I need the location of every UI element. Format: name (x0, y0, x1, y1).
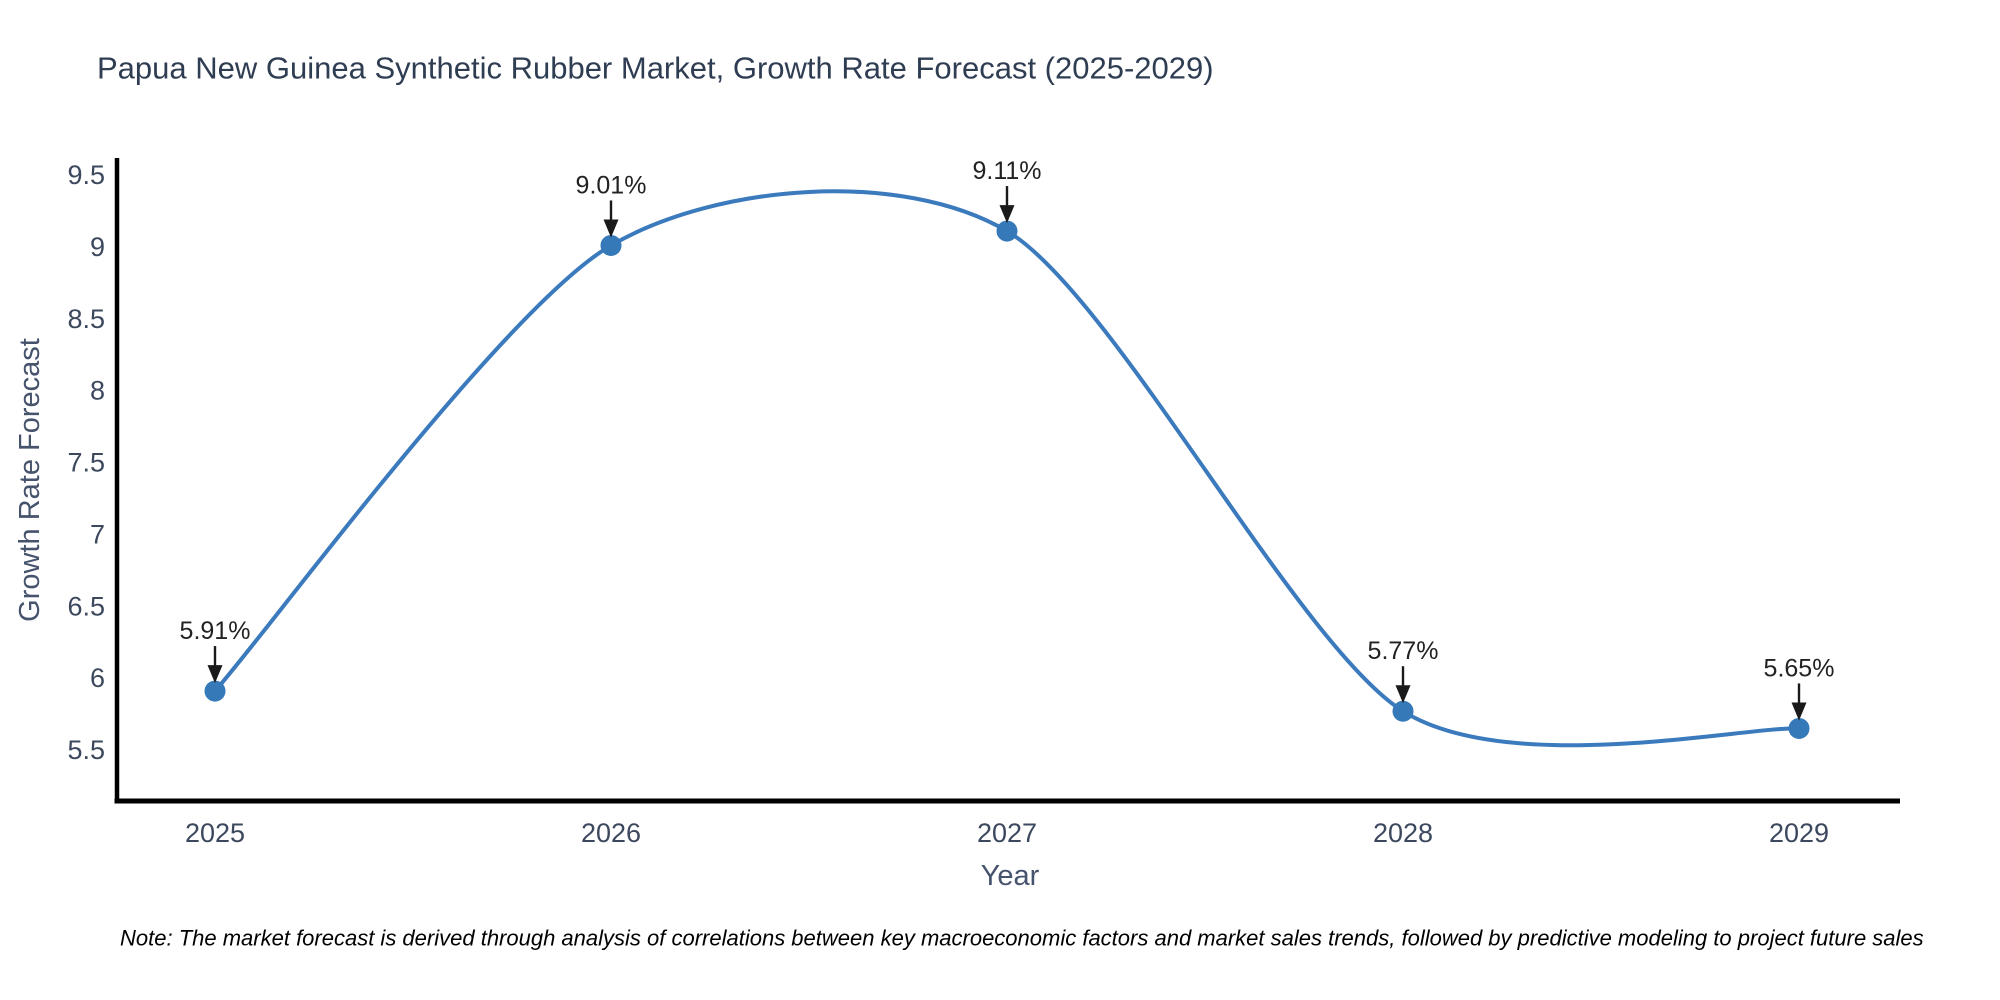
y-axis-tick-labels: 5.5 6 6.5 7 7.5 8 8.5 9 9.5 (67, 160, 105, 765)
y-axis-title: Growth Rate Forecast (14, 338, 46, 622)
x-tick-label: 2028 (1373, 818, 1433, 848)
annotation-arrowhead (1395, 685, 1411, 704)
data-point-marker (1392, 700, 1414, 722)
forecast-line (213, 189, 1801, 748)
annotation-label: 5.65% (1764, 654, 1835, 682)
annotation-arrowhead (207, 665, 223, 684)
y-tick-label: 9.5 (67, 160, 105, 190)
y-tick-label: 5.5 (67, 735, 105, 765)
annotation-arrowhead (1791, 702, 1807, 721)
annotation-label: 5.77% (1368, 637, 1439, 665)
data-point-marker (996, 220, 1018, 242)
annotation-label: 9.01% (576, 171, 647, 199)
x-axis-tick-labels: 2025 2026 2027 2028 2029 (185, 818, 1829, 848)
annotation-label: 9.11% (972, 157, 1041, 185)
data-point-marker (204, 680, 226, 702)
annotations-group: 5.91% 9.01% 9.11% 5.77% 5.65% (180, 157, 1835, 721)
data-point-marker (600, 234, 622, 256)
x-tick-label: 2029 (1769, 818, 1829, 848)
x-axis-title: Year (981, 860, 1040, 892)
y-tick-label: 9 (90, 232, 105, 262)
annotation-arrowhead (603, 219, 619, 238)
data-point-marker (1788, 717, 1810, 739)
y-tick-label: 8 (90, 376, 105, 406)
y-tick-label: 6 (90, 663, 105, 693)
x-tick-label: 2025 (185, 818, 245, 848)
y-tick-label: 7.5 (67, 448, 105, 478)
footnote-text: Note: The market forecast is derived thr… (120, 926, 1924, 951)
y-tick-label: 7 (90, 519, 105, 549)
line-series-group (204, 189, 1810, 748)
y-tick-label: 6.5 (67, 591, 105, 621)
y-tick-label: 8.5 (67, 304, 105, 334)
annotation-arrowhead (999, 205, 1015, 224)
chart-title: Papua New Guinea Synthetic Rubber Market… (97, 51, 1214, 86)
x-tick-label: 2026 (581, 818, 641, 848)
annotation-label: 5.91% (180, 617, 251, 645)
x-tick-label: 2027 (977, 818, 1037, 848)
